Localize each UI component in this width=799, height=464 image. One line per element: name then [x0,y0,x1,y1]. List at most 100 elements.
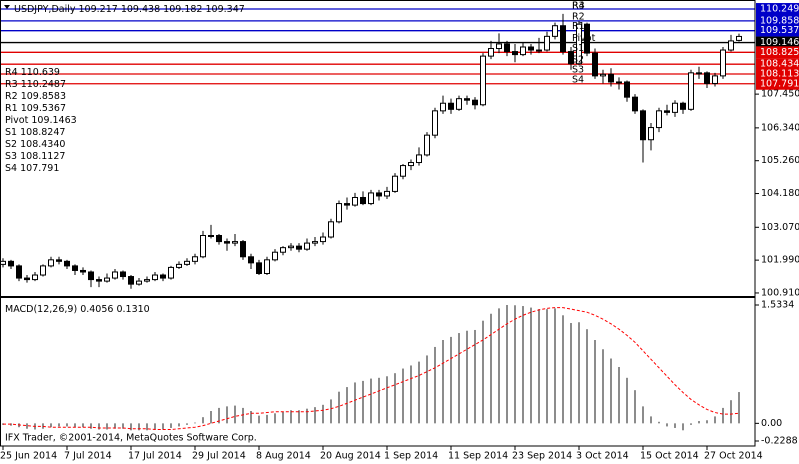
candle-body [256,262,262,275]
signal-value: 0.1310 [116,304,149,315]
candle-body [536,49,542,52]
candle-body [376,192,382,197]
candle-body [416,154,422,164]
candle-body [600,73,606,77]
level-axis-box [756,46,799,59]
candle-body [72,265,78,271]
level-axis-label: 109.858 [760,15,799,26]
level-list-entry: R4 110.639 [5,67,60,78]
candle-body [392,175,398,192]
level-name: R2 [572,11,585,22]
level-name: R3 [572,1,585,12]
level-list-entry: R2 109.8583 [5,91,66,102]
level-axis-box [756,77,799,90]
x-tick-label: 23 Sep 2014 [512,451,572,462]
x-tick-label: 7 Jul 2014 [64,451,112,462]
candle-body [264,259,270,275]
candle-body [368,192,374,205]
level-list-name: R1 [5,103,18,114]
candle-body [632,96,638,112]
y-tick-label: 101.990 [761,255,799,266]
candle-body [8,260,14,267]
candle-body [552,25,558,37]
y-tick-label: 106.340 [761,122,799,133]
candle-body [704,72,710,84]
candle-body [128,276,134,285]
y-tick-label: 105.260 [761,155,799,166]
level-name: R1 [572,21,585,32]
candle-body [312,241,318,244]
candle-body [160,274,166,279]
level-axis-box [756,58,799,71]
candle-body [472,99,478,106]
x-tick-label: 8 Aug 2014 [256,451,311,462]
candle-body [560,25,566,53]
level-list-value: 110.639 [21,67,60,78]
level-name: S4 [572,74,584,85]
level-list-entry: R3 110.2487 [5,79,66,90]
candle-body [616,81,622,84]
candle-body [400,165,406,177]
candle-body [504,43,510,53]
level-axis-box [756,14,799,27]
candle-body [424,134,430,156]
x-tick-label: 15 Oct 2014 [640,451,699,462]
candle-body [720,49,726,77]
macd-y-tick-label: 0.00 [761,418,782,429]
level-list-value: 109.8583 [21,91,66,102]
x-tick-label: 25 Jun 2014 [0,451,57,462]
candle-body [488,48,494,57]
level-list-name: S1 [5,127,17,138]
level-name: R4 [572,1,585,12]
candle-body [288,245,294,249]
level-axis-box [756,67,799,80]
level-list-name: S4 [5,163,17,174]
macd-frame [0,297,756,447]
macd-value: 0.4056 [80,304,113,315]
level-axis-box [756,36,799,49]
candle-body [432,110,438,136]
y-tick-label: 100.910 [761,287,799,298]
candle-body [544,35,550,51]
candle-body [728,40,734,51]
candle-body [0,260,6,265]
macd-title: MACD(12,26,9) 0.4056 0.1310 [5,304,150,315]
candle-body [224,241,230,244]
candle-body [144,279,150,282]
candle-body [496,43,502,50]
level-axis-label: 107.791 [760,78,799,89]
candle-body [16,265,22,279]
candle-body [520,46,526,56]
candle-body [456,98,462,110]
candle-body [672,102,678,113]
candle-body [584,23,590,54]
candle-body [608,73,614,83]
level-axis-label: 110.249 [760,4,799,15]
candle-body [296,245,302,250]
candle-body [200,234,206,258]
candle-body [576,23,582,65]
level-axis-label: 109.146 [760,37,799,48]
x-tick-label: 27 Oct 2014 [704,451,763,462]
level-list-value: 109.5367 [21,103,66,114]
candle-body [344,203,350,206]
candle-body [408,162,414,167]
level-list-entry: S1 108.8247 [5,127,65,138]
high: 109.438 [121,4,160,15]
symbol-icon [4,5,10,9]
candle-body [664,110,670,113]
candle-body [32,274,38,281]
candle-body [528,46,534,51]
symbol: USDJPY,Daily [14,4,76,15]
candle-body [96,279,102,282]
candle-body [648,127,654,141]
candle-body [640,110,646,141]
y-tick-label: 107.450 [761,89,799,100]
level-list-value: 107.791 [20,163,59,174]
close: 109.347 [206,4,245,15]
level-list-name: Pivot [5,115,29,126]
candle-body [624,81,630,98]
x-tick-label: 3 Oct 2014 [576,451,629,462]
candle-body [280,247,286,253]
